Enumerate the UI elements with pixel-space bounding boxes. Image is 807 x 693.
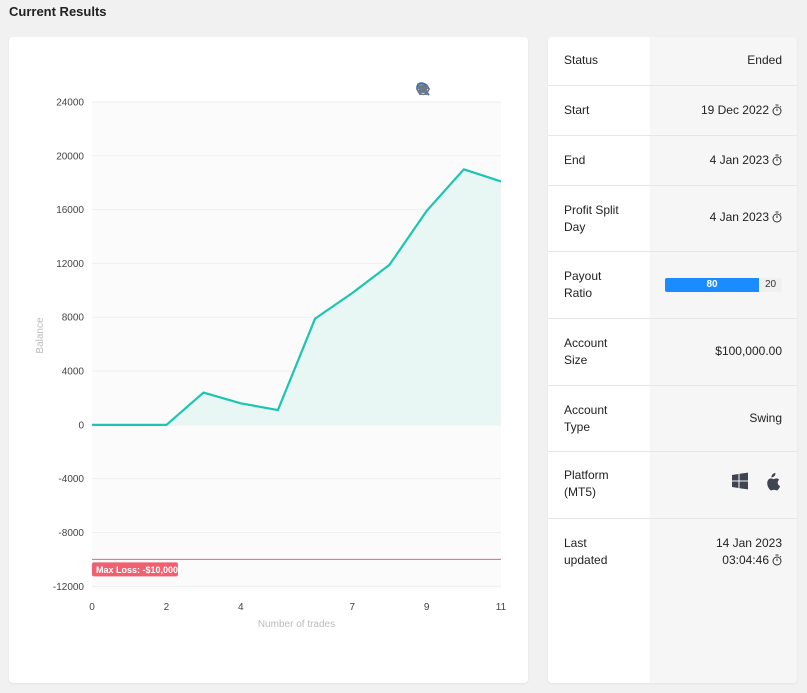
balance-chart: 24000 20000 16000 12000 8000 4000 0 -4000 -8000 -… — [35, 98, 507, 631]
y-tick-label: 24000 — [56, 98, 84, 109]
row-platform: Platform (MT5) — [548, 452, 797, 519]
platform-label-line1: Platform — [564, 468, 609, 482]
profit-split-day-value: 4 Jan 2023 — [710, 209, 782, 226]
payout-ratio-label-line1: Payout — [564, 269, 602, 283]
start-label: Start — [564, 103, 590, 117]
y-tick-label: 0 — [78, 420, 84, 431]
platform-os-icons — [731, 472, 781, 492]
payout-trader-share: 80 — [665, 278, 759, 292]
last-updated-label-line1: Last — [564, 536, 587, 550]
x-tick-label: 11 — [496, 602, 507, 613]
x-tick-label: 2 — [164, 602, 170, 613]
x-axis-title: Number of trades — [258, 619, 335, 630]
balance-area — [92, 169, 501, 425]
row-profit-split-day: Profit Split Day 4 Jan 2023 — [548, 186, 797, 252]
account-size-label-line2: Size — [564, 353, 588, 367]
start-date: 19 Dec 2022 — [700, 103, 769, 117]
x-tick-label: 4 — [238, 602, 244, 613]
y-axis-title: Balance — [35, 317, 46, 354]
eye-off-icon[interactable] — [415, 81, 431, 97]
y-tick-label: 20000 — [56, 151, 84, 162]
apple-icon — [767, 473, 781, 491]
row-payout-ratio: Payout Ratio 80 20 — [548, 252, 797, 319]
platform-label-line2: (MT5) — [564, 485, 596, 499]
payout-firm-share: 20 — [759, 278, 782, 292]
last-updated-date: 14 Jan 2023 — [715, 536, 782, 550]
end-date: 4 Jan 2023 — [709, 153, 769, 167]
start-value: 19 Dec 2022 — [701, 102, 782, 119]
account-type-label: Account Type — [564, 402, 644, 436]
windows-icon — [732, 472, 748, 490]
y-tick-label: -12000 — [53, 582, 85, 593]
y-tick-label: 4000 — [62, 367, 85, 378]
max-loss-badge — [92, 562, 178, 577]
row-end: End 4 Jan 2023 — [548, 136, 797, 186]
profit-split-day-label: Profit Split Day — [564, 202, 644, 236]
account-info-panel: Status Ended Start 19 Dec 2022 End 4 Jan… — [548, 37, 797, 683]
page-title: Current Results — [9, 4, 107, 19]
y-tick-label: 8000 — [62, 313, 85, 324]
end-value: 4 Jan 2023 — [710, 152, 782, 169]
balance-chart-card: 24000 20000 16000 12000 8000 4000 0 -4000 -8000 -… — [9, 37, 528, 683]
stopwatch-icon — [772, 554, 782, 566]
account-size-label-line1: Account — [564, 336, 608, 350]
x-tick-label: 0 — [89, 602, 95, 613]
profit-split-date: 4 Jan 2023 — [709, 210, 769, 224]
row-last-updated: Last updated 14 Jan 2023 03:04:46 — [548, 519, 797, 683]
stopwatch-icon — [772, 154, 782, 166]
payout-ratio-bar: 80 20 — [665, 278, 782, 292]
y-tick-label: -4000 — [58, 474, 84, 485]
x-tick-label: 7 — [349, 602, 355, 613]
end-label: End — [564, 153, 586, 167]
last-updated-value: 14 Jan 2023 03:04:46 — [716, 535, 782, 569]
stopwatch-icon — [772, 104, 782, 116]
row-status: Status Ended — [548, 37, 797, 86]
status-value: Ended — [747, 53, 782, 67]
x-tick-label: 9 — [424, 602, 430, 613]
account-size-value: $100,000.00 — [715, 344, 782, 358]
balance-line — [92, 168, 502, 426]
status-label: Status — [564, 53, 599, 67]
platform-label: Platform (MT5) — [564, 467, 644, 501]
y-tick-label: -8000 — [58, 528, 84, 539]
account-type-value: Swing — [749, 411, 782, 425]
row-account-type: Account Type Swing — [548, 386, 797, 452]
stopwatch-icon — [772, 211, 782, 223]
payout-ratio-label-line2: Ratio — [564, 286, 593, 300]
profit-split-day-label-line1: Profit Split — [564, 203, 619, 217]
last-updated-label: Last updated — [564, 535, 644, 569]
value-column-background — [650, 37, 797, 683]
last-updated-label-line2: updated — [564, 553, 608, 567]
account-type-label-line1: Account — [564, 403, 608, 417]
profit-split-day-label-line2: Day — [564, 220, 586, 234]
account-type-label-line2: Type — [564, 420, 591, 434]
payout-ratio-label: Payout Ratio — [564, 268, 644, 302]
y-tick-label: 16000 — [56, 205, 84, 216]
row-account-size: Account Size $100,000.00 — [548, 319, 797, 386]
row-start: Start 19 Dec 2022 — [548, 86, 797, 136]
account-size-label: Account Size — [564, 335, 644, 369]
y-tick-label: 12000 — [56, 259, 84, 270]
max-loss-label: Max Loss: -$10,000 — [96, 565, 178, 575]
last-updated-time: 03:04:46 — [722, 553, 769, 567]
